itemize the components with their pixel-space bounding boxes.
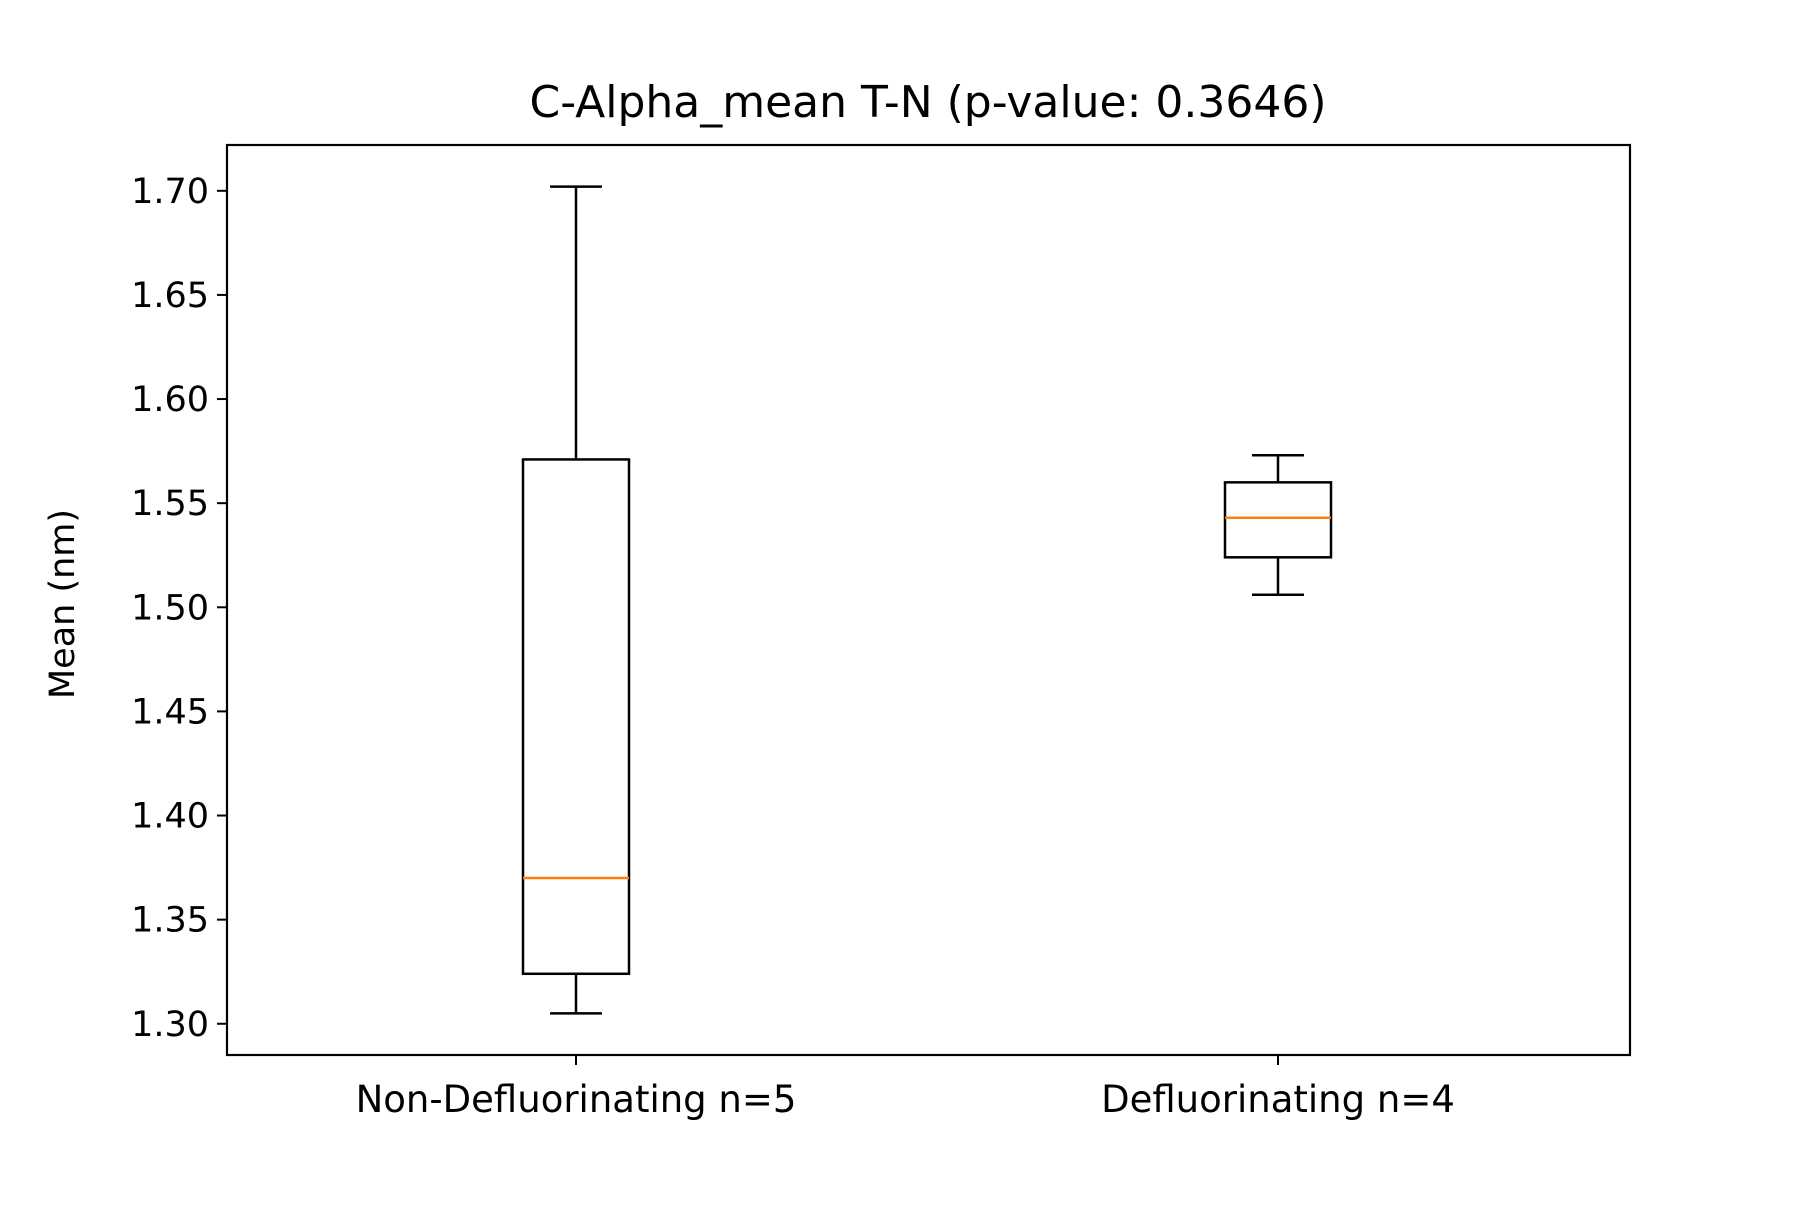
y-tick-label: 1.55 xyxy=(131,484,209,524)
axes-frame xyxy=(225,143,1632,1057)
y-axis-label: Mean (nm) xyxy=(43,509,83,699)
box-iqr xyxy=(1223,481,1333,559)
box-iqr xyxy=(521,458,631,976)
y-tick-label: 1.40 xyxy=(131,797,209,837)
y-tick-label: 1.35 xyxy=(131,901,209,941)
x-tick-label: Defluorinating n=4 xyxy=(1101,1078,1455,1121)
y-tick-label: 1.65 xyxy=(131,276,209,316)
y-tick-label: 1.50 xyxy=(131,588,209,628)
plot-area: 1.30 1.35 1.40 1.45 1.50 1.55 1.60 1.65 1.70 Non-… xyxy=(131,172,1455,1121)
y-tick-label: 1.60 xyxy=(131,380,209,420)
chart-title: C-Alpha_mean T-N (p-value: 0.3646) xyxy=(529,77,1326,128)
y-tick-label: 1.30 xyxy=(131,1005,209,1045)
x-tick-label: Non-Defluorinating n=5 xyxy=(356,1078,797,1121)
y-tick-label: 1.45 xyxy=(131,692,209,732)
y-tick-label: 1.70 xyxy=(131,172,209,212)
